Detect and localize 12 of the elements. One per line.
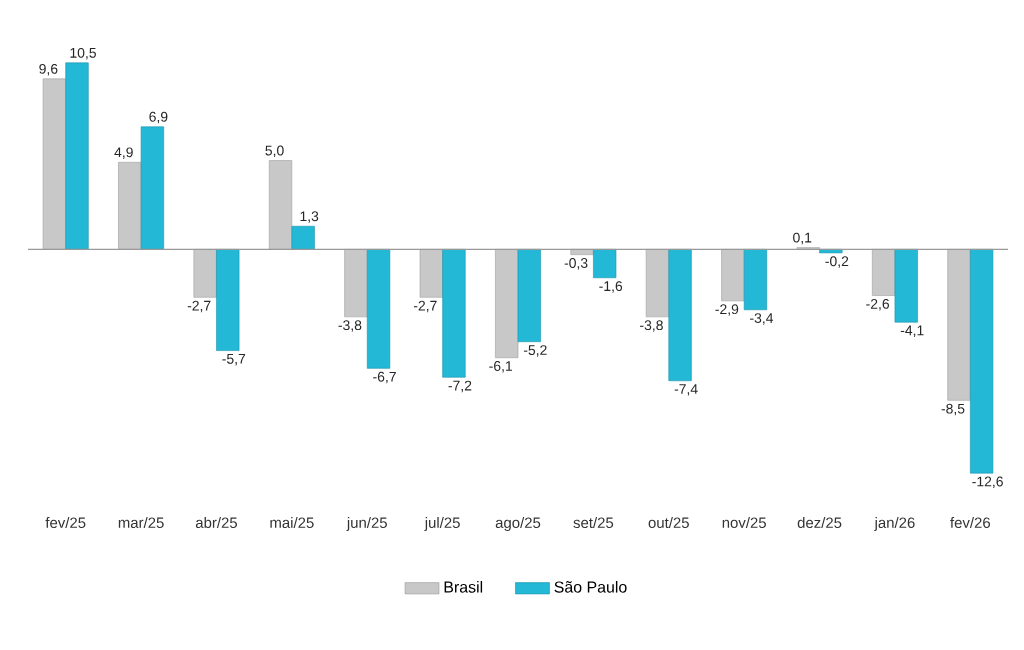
bar (65, 62, 89, 250)
bar (743, 249, 768, 311)
bar (894, 249, 918, 323)
bar (668, 249, 692, 382)
bar (517, 249, 541, 343)
bar (366, 249, 391, 369)
bar (140, 126, 164, 250)
bar (593, 249, 617, 279)
bar (291, 225, 315, 250)
bar (216, 249, 240, 351)
bar (442, 249, 466, 378)
bar (970, 249, 994, 474)
